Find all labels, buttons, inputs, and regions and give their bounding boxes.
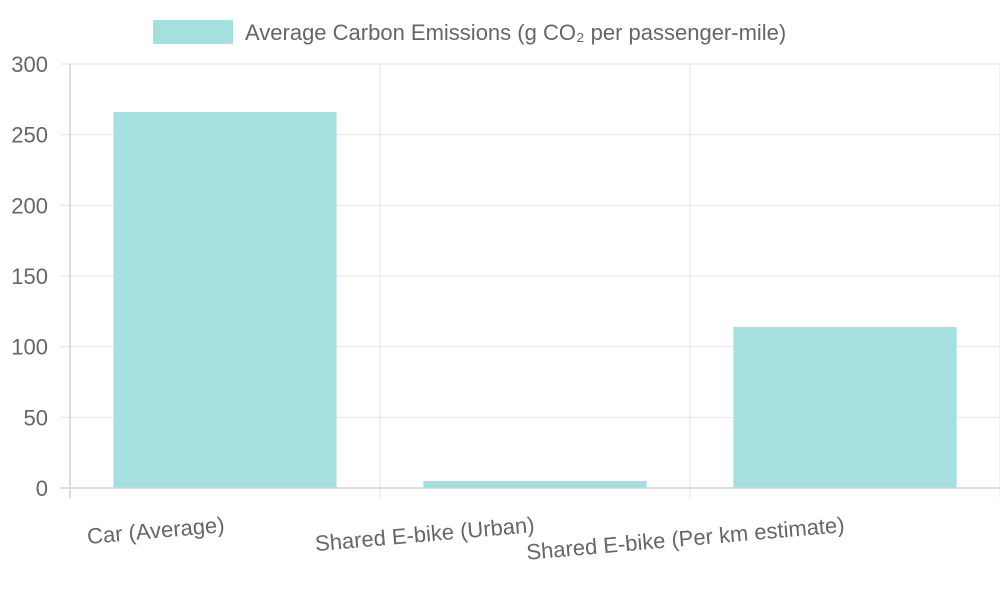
- y-tick-label: 300: [11, 52, 48, 77]
- x-tick-label: Car (Average): [86, 512, 225, 549]
- x-tick-labels: Car (Average) Shared E-bike (Urban)Shared…: [86, 512, 845, 565]
- bar[interactable]: [423, 480, 647, 488]
- y-tick-label: 250: [11, 123, 48, 148]
- bars: [113, 112, 957, 488]
- axes: [60, 64, 1000, 498]
- bar[interactable]: [113, 112, 337, 488]
- y-tick-labels: 0 50 100 150 200 250 300: [11, 52, 48, 501]
- y-tick-label: 50: [24, 405, 48, 430]
- legend-label: Average Carbon Emissions (g CO₂ per pass…: [245, 20, 786, 45]
- bar[interactable]: [733, 326, 957, 488]
- x-tick-label: Shared E-bike (Urban): [314, 512, 535, 556]
- legend[interactable]: Average Carbon Emissions (g CO₂ per pass…: [153, 20, 786, 45]
- y-tick-label: 0: [36, 476, 48, 501]
- y-tick-label: 100: [11, 335, 48, 360]
- x-tick-label: Shared E-bike (Per km estimate): [525, 512, 845, 565]
- y-tick-label: 150: [11, 264, 48, 289]
- legend-swatch: [153, 20, 233, 44]
- y-tick-label: 200: [11, 193, 48, 218]
